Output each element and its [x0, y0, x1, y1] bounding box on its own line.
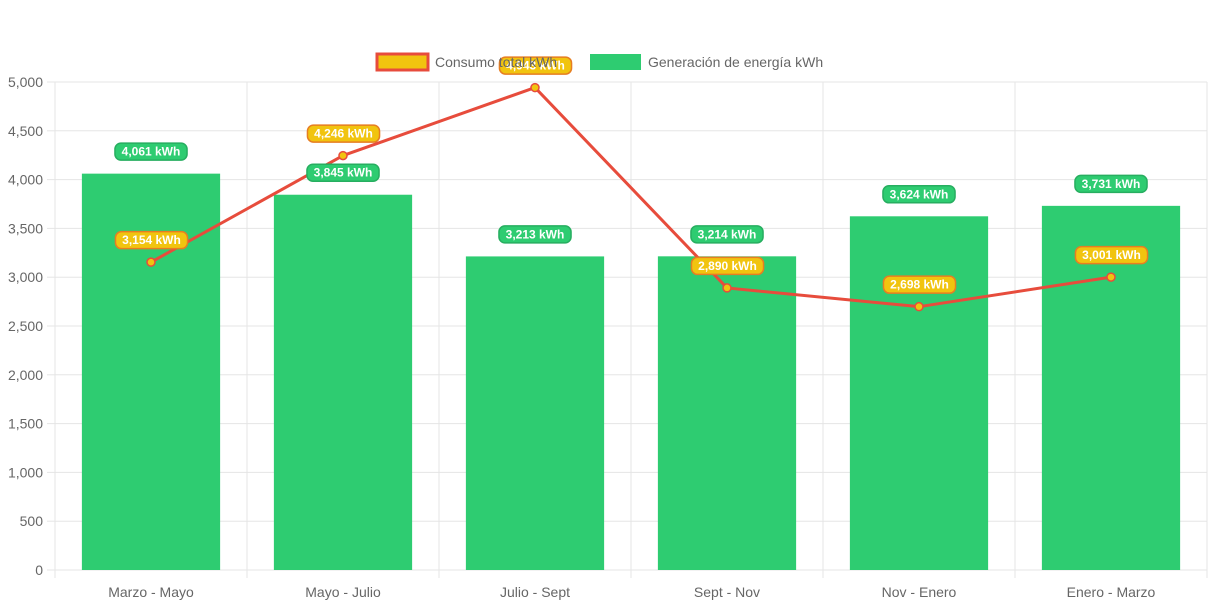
legend: Consumo total kWh Generación de energía … [375, 52, 823, 72]
bar-data-label: 3,845 kWh [314, 166, 373, 180]
x-tick-label: Mayo - Julio [305, 584, 381, 600]
bar-data-label: 4,061 kWh [122, 145, 181, 159]
line-data-label-bg [882, 275, 957, 294]
y-tick-label: 4,500 [8, 123, 43, 139]
legend-label-generacion[interactable]: Generación de energía kWh [648, 54, 823, 70]
line-data-label: 3,001 kWh [1082, 248, 1141, 262]
line-data-label-bg [114, 230, 189, 250]
y-tick-label: 3,000 [8, 269, 43, 285]
bar-generacion[interactable] [1041, 205, 1181, 570]
legend-swatch-generacion[interactable] [590, 54, 641, 70]
bar-data-label-bg [498, 225, 572, 244]
bar-data-label: 3,731 kWh [1082, 177, 1141, 191]
legend-swatch-consumo[interactable] [375, 52, 430, 72]
bar-layer [81, 173, 1181, 570]
x-tick-label: Marzo - Mayo [108, 584, 194, 600]
line-data-label-bg [1074, 245, 1149, 265]
line-data-label: 4,246 kWh [314, 127, 373, 141]
y-tick-label: 2,000 [8, 367, 43, 383]
y-tick-label: 2,500 [8, 318, 43, 334]
bar-data-label-bg [306, 163, 380, 182]
line-data-label-bg [306, 124, 381, 143]
y-tick-label: 1,000 [8, 464, 43, 480]
bar-data-label: 3,213 kWh [506, 227, 565, 241]
point-consumo[interactable] [530, 82, 540, 93]
x-tick-label: Sept - Nov [694, 584, 760, 600]
data-label-layer: 4,061 kWh 3,845 kWh 3,213 kWh 3,214 kWh 3,62… [114, 56, 1149, 294]
line-data-label-bg [690, 256, 765, 276]
line-data-label: 4,943 kWh [506, 59, 565, 73]
point-consumo[interactable] [1106, 272, 1116, 282]
bar-data-label-bg [1074, 174, 1148, 194]
point-consumo[interactable] [338, 150, 348, 161]
legend-label-consumo[interactable]: Consumo total kWh [435, 54, 557, 70]
y-tick-label: 500 [20, 513, 44, 529]
bar-data-label: 3,214 kWh [698, 227, 757, 241]
line-data-label: 3,154 kWh [122, 233, 181, 247]
y-tick-label: 5,000 [8, 74, 43, 90]
bar-data-label-bg [690, 225, 764, 244]
line-data-label-bg [498, 56, 573, 75]
grid-layer [54, 81, 1208, 578]
point-consumo[interactable] [914, 301, 924, 312]
y-tick-label: 0 [35, 562, 43, 578]
axis-layer: 0 500 1,000 1,500 2,000 2,500 3,000 3,500 4,000 4… [8, 74, 1156, 600]
line-data-label: 2,890 kWh [698, 259, 757, 273]
bar-data-label-bg [882, 185, 956, 204]
bar-generacion[interactable] [465, 256, 605, 570]
y-tick-label: 1,500 [8, 416, 43, 432]
bar-generacion[interactable] [849, 216, 989, 570]
line-data-label: 2,698 kWh [890, 278, 949, 292]
bar-generacion[interactable] [273, 194, 413, 570]
x-tick-label: Nov - Enero [882, 584, 957, 600]
x-tick-label: Julio - Sept [500, 584, 570, 600]
bar-data-label-bg [114, 142, 188, 161]
x-tick-label: Enero - Marzo [1067, 584, 1156, 600]
y-tick-label: 3,500 [8, 220, 43, 236]
bar-generacion[interactable] [657, 256, 797, 570]
point-consumo[interactable] [146, 257, 156, 267]
point-consumo[interactable] [722, 283, 732, 293]
bar-data-label: 3,624 kWh [890, 187, 949, 201]
y-tick-label: 4,000 [8, 172, 43, 188]
